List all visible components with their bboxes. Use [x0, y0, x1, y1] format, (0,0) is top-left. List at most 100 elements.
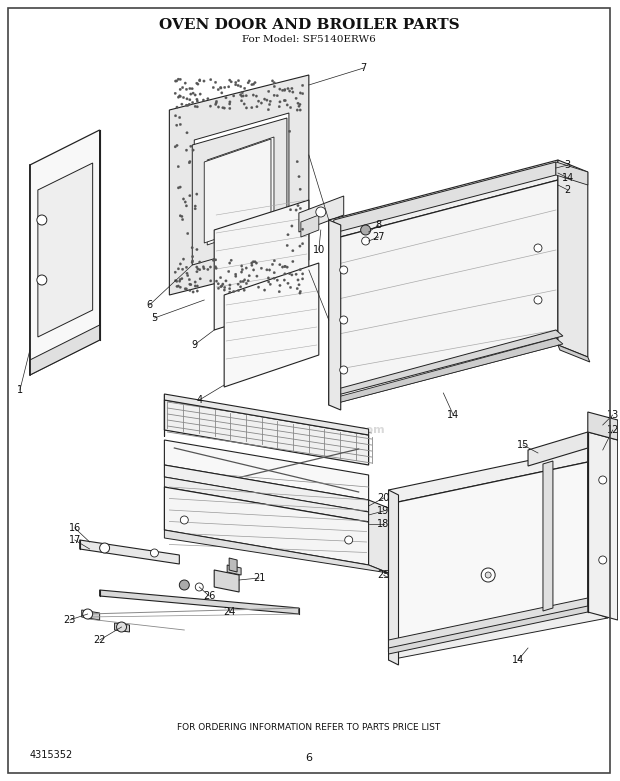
Circle shape	[255, 262, 257, 264]
Circle shape	[210, 280, 212, 282]
Circle shape	[340, 266, 348, 274]
Circle shape	[195, 193, 198, 195]
Circle shape	[197, 83, 199, 85]
Text: 27: 27	[373, 232, 385, 242]
Circle shape	[272, 80, 273, 82]
Circle shape	[287, 234, 289, 236]
Circle shape	[174, 280, 177, 282]
Circle shape	[176, 106, 178, 109]
Circle shape	[179, 580, 189, 590]
Circle shape	[287, 87, 289, 90]
Circle shape	[217, 287, 219, 290]
Circle shape	[221, 91, 223, 94]
Circle shape	[179, 95, 181, 97]
Circle shape	[182, 268, 184, 270]
Circle shape	[179, 215, 182, 217]
Circle shape	[301, 84, 304, 87]
Circle shape	[174, 80, 177, 82]
Circle shape	[279, 284, 281, 287]
Text: eReplacementParts.com: eReplacementParts.com	[233, 425, 384, 435]
Circle shape	[283, 279, 286, 281]
Polygon shape	[543, 461, 553, 611]
Text: FOR ORDERING INFORMATION REFER TO PARTS PRICE LIST: FOR ORDERING INFORMATION REFER TO PARTS …	[177, 723, 440, 733]
Circle shape	[179, 123, 182, 126]
Circle shape	[229, 101, 231, 103]
Circle shape	[239, 286, 242, 288]
Circle shape	[223, 86, 226, 88]
Polygon shape	[299, 196, 343, 232]
Circle shape	[185, 205, 188, 207]
Polygon shape	[301, 215, 319, 237]
Text: 4: 4	[196, 395, 202, 405]
Text: 14: 14	[447, 410, 459, 420]
Circle shape	[340, 366, 348, 374]
Circle shape	[186, 131, 188, 134]
Circle shape	[223, 289, 226, 291]
Text: 20: 20	[378, 493, 390, 503]
Circle shape	[273, 272, 275, 274]
Circle shape	[250, 106, 253, 109]
Polygon shape	[528, 432, 588, 466]
Circle shape	[180, 516, 188, 524]
Circle shape	[215, 259, 217, 261]
Circle shape	[217, 106, 219, 109]
Polygon shape	[389, 606, 588, 654]
Polygon shape	[169, 75, 309, 295]
Circle shape	[215, 103, 217, 105]
Circle shape	[301, 228, 304, 230]
Circle shape	[252, 269, 255, 271]
Circle shape	[260, 267, 263, 269]
Circle shape	[190, 145, 192, 148]
Circle shape	[188, 283, 191, 285]
Polygon shape	[207, 137, 274, 245]
Text: 26: 26	[203, 591, 215, 601]
Polygon shape	[204, 139, 271, 243]
Circle shape	[278, 263, 281, 266]
Circle shape	[202, 99, 205, 102]
Polygon shape	[227, 565, 241, 575]
Circle shape	[195, 266, 198, 268]
Polygon shape	[389, 462, 588, 652]
Circle shape	[237, 80, 240, 82]
Circle shape	[250, 84, 253, 86]
Circle shape	[299, 109, 301, 111]
Text: 25: 25	[378, 570, 390, 580]
Circle shape	[222, 106, 224, 109]
Circle shape	[241, 95, 243, 98]
Circle shape	[299, 207, 301, 209]
Circle shape	[198, 79, 201, 81]
Text: 1: 1	[17, 385, 23, 395]
Circle shape	[245, 95, 247, 97]
Circle shape	[177, 187, 180, 189]
Circle shape	[252, 83, 255, 85]
Circle shape	[188, 194, 191, 197]
Circle shape	[192, 92, 194, 95]
Circle shape	[290, 286, 292, 289]
Circle shape	[273, 259, 275, 262]
Circle shape	[217, 88, 219, 91]
Text: 22: 22	[94, 635, 106, 645]
Circle shape	[191, 87, 193, 90]
Circle shape	[288, 273, 291, 275]
Circle shape	[196, 285, 198, 287]
Circle shape	[283, 99, 286, 102]
Circle shape	[223, 287, 226, 289]
Polygon shape	[389, 448, 588, 504]
Circle shape	[239, 94, 242, 96]
Text: 10: 10	[312, 245, 325, 255]
Circle shape	[188, 98, 191, 101]
Circle shape	[212, 87, 215, 89]
Text: 2: 2	[565, 185, 571, 195]
Circle shape	[219, 286, 222, 288]
Circle shape	[250, 264, 253, 266]
Text: 12: 12	[606, 425, 619, 435]
Circle shape	[264, 98, 266, 100]
Polygon shape	[224, 263, 319, 387]
Circle shape	[192, 260, 194, 262]
Circle shape	[266, 99, 268, 102]
Circle shape	[252, 261, 254, 263]
Circle shape	[299, 245, 301, 248]
Circle shape	[301, 242, 304, 245]
Circle shape	[187, 104, 189, 107]
Polygon shape	[558, 345, 590, 362]
